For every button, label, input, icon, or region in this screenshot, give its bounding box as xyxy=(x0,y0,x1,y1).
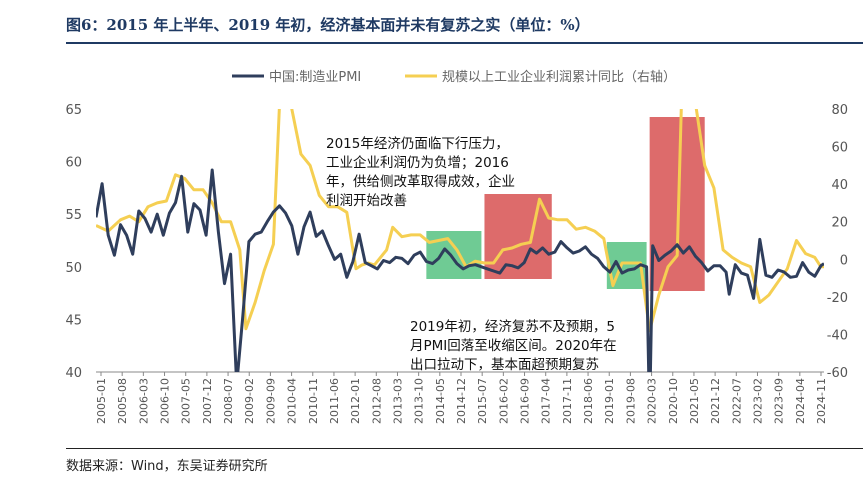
x-tick-label: 2021-12 xyxy=(709,378,722,424)
annotation-line: 月PMI回落至收缩区间。2020年在 xyxy=(410,338,617,354)
pmi-line xyxy=(96,168,824,372)
y-left-tick-label: 50 xyxy=(65,261,82,276)
y-right-tick-label: 0 xyxy=(840,253,848,268)
x-tick-label: 2011-06 xyxy=(328,378,341,424)
x-tick-label: 2010-04 xyxy=(286,378,299,424)
x-tick-label: 2013-03 xyxy=(391,378,404,424)
profit-line xyxy=(96,109,824,333)
x-tick-label: 2018-06 xyxy=(582,378,595,424)
x-tick-label: 2006-10 xyxy=(159,378,172,424)
x-tick-label: 2020-10 xyxy=(667,378,680,424)
y-right-tick-label: 20 xyxy=(831,216,848,231)
x-tick-label: 2016-09 xyxy=(519,378,532,424)
x-tick-label: 2023-09 xyxy=(773,378,786,424)
x-tick-label: 2007-12 xyxy=(201,378,214,424)
x-tick-label: 2009-02 xyxy=(243,378,256,424)
y-left-tick-label: 40 xyxy=(65,366,82,381)
x-tick-label: 2007-05 xyxy=(180,378,193,424)
annotation-2: 2019年初，经济复苏不及预期，5 月PMI回落至收缩区间。2020年在出口拉动下… xyxy=(410,318,617,373)
legend: 中国:制造业PMI 规模以上工业企业利润累计同比（右轴） xyxy=(232,69,676,85)
x-tick-label: 2008-07 xyxy=(222,378,235,424)
series-lines xyxy=(96,109,824,372)
y-left-tick-label: 60 xyxy=(65,156,82,171)
annotation-line: 出口拉动下，基本面超预期复苏 xyxy=(410,356,599,373)
x-tick-label: 2014-05 xyxy=(434,378,447,424)
legend-label-1: 中国:制造业PMI xyxy=(269,70,361,85)
x-tick-label: 2019-08 xyxy=(624,378,637,424)
title-rule xyxy=(66,42,863,44)
x-tick-label: 2019-01 xyxy=(603,378,616,424)
x-tick-label: 2017-11 xyxy=(561,378,574,424)
y-left-tick-label: 55 xyxy=(65,208,82,223)
x-tick-label: 2015-07 xyxy=(476,378,489,424)
y-right-tick-label: -40 xyxy=(827,328,848,343)
shaded-region-green xyxy=(426,231,482,279)
annotation-line: 利润开始改善 xyxy=(326,193,407,209)
annotation-line: 工业企业利润仍为负增；2016 xyxy=(326,154,509,171)
y-left-tick-label: 65 xyxy=(65,103,82,118)
y-left-tick-label: 45 xyxy=(65,313,82,328)
x-tick-label: 2009-09 xyxy=(264,378,277,424)
shaded-region-red xyxy=(484,194,552,279)
x-tick-label: 2012-08 xyxy=(370,378,383,424)
y-right-tick-label: 40 xyxy=(831,178,848,193)
x-tick-label: 2022-07 xyxy=(730,378,743,424)
x-tick-label: 2023-02 xyxy=(751,378,764,424)
y-right-tick-label: 80 xyxy=(831,103,848,118)
footer-rule xyxy=(66,448,863,449)
x-tick-label: 2021-05 xyxy=(688,378,701,424)
x-tick-label: 2005-01 xyxy=(95,378,108,424)
x-tick-label: 2017-04 xyxy=(540,378,553,424)
x-tick-label: 2006-03 xyxy=(137,378,150,424)
annotation-1: 2015年经济仍面临下行压力， 工业企业利润仍为负增；2016 年，供给侧改革取得成… xyxy=(326,136,515,209)
y-right-tick-label: -20 xyxy=(827,291,848,306)
annotation-line: 2015年经济仍面临下行压力， xyxy=(326,136,509,152)
x-tick-label: 2014-12 xyxy=(455,378,468,424)
x-tick-label: 2005-08 xyxy=(116,378,129,424)
x-tick-label: 2013-10 xyxy=(413,378,426,424)
x-tick-label: 2024-04 xyxy=(794,378,807,424)
source-note: 数据来源：Wind，东吴证券研究所 xyxy=(66,459,268,474)
annotation-line: 2019年初，经济复苏不及预期，5 xyxy=(410,318,615,335)
figure-title: 图6：2015 年上半年、2019 年初，经济基本面并未有复苏之实（单位：%） xyxy=(66,16,590,34)
x-tick-label: 2010-11 xyxy=(307,378,320,424)
x-tick-label: 2020-03 xyxy=(646,378,659,424)
y-right-tick-label: -60 xyxy=(827,366,848,381)
annotations: 2015年经济仍面临下行压力， 工业企业利润仍为负增；2016 年，供给侧改革取得成… xyxy=(326,136,617,373)
x-tick-label: 2016-02 xyxy=(497,378,510,424)
x-tick-label: 2012-01 xyxy=(349,378,362,424)
legend-label-2: 规模以上工业企业利润累计同比（右轴） xyxy=(442,69,676,85)
x-tick-label: 2024-11 xyxy=(815,378,828,424)
axes: 40 45 50 55 60 65 -60 -40 -20 0 20 40 60 80 2005-01 200… xyxy=(65,103,848,424)
y-right-tick-label: 60 xyxy=(831,141,848,156)
annotation-line: 年，供给侧改革取得成效，企业 xyxy=(326,173,515,190)
